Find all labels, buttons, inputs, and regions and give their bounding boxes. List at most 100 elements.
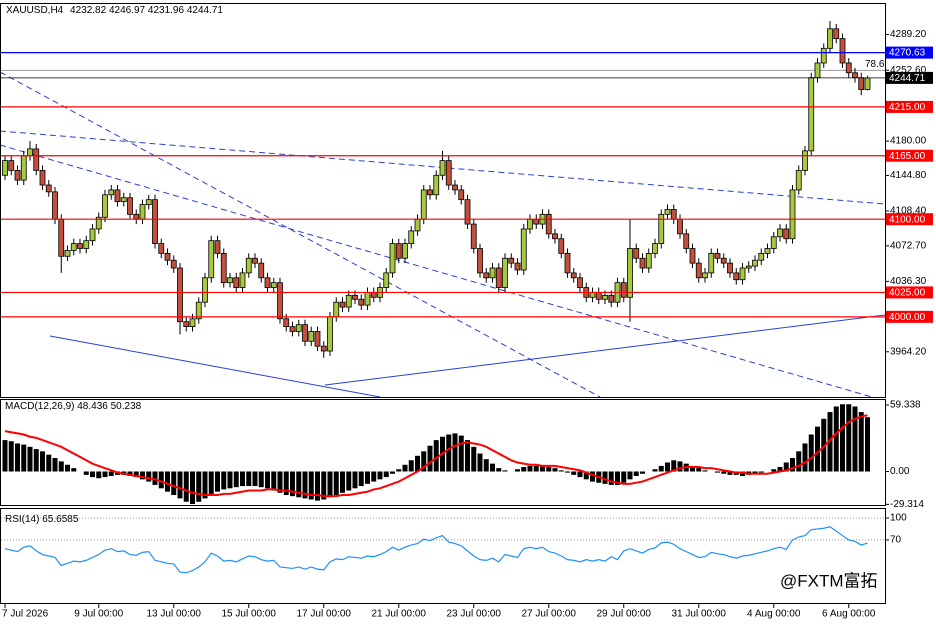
macd-bar bbox=[802, 443, 808, 472]
macd-bar bbox=[627, 471, 633, 480]
candle-body bbox=[777, 228, 783, 238]
macd-bar bbox=[415, 455, 420, 472]
candle-body bbox=[239, 272, 246, 288]
candle-body bbox=[508, 257, 515, 264]
candle-body bbox=[20, 155, 27, 181]
candle-body bbox=[227, 277, 233, 284]
candle-body bbox=[602, 294, 608, 300]
y-tick-label: 4180.00 bbox=[890, 136, 927, 147]
y-tick-label: 4289.20 bbox=[890, 29, 927, 40]
macd-header: MACD(12,26,9) 48.436 50.238 bbox=[5, 401, 142, 412]
macd-bar bbox=[558, 470, 564, 472]
candle-body bbox=[145, 199, 152, 205]
candle-body bbox=[495, 267, 502, 288]
signal-line bbox=[4, 414, 868, 498]
candle-body bbox=[808, 77, 815, 152]
signal-value: 50.238 bbox=[111, 401, 142, 412]
candle-body bbox=[477, 248, 483, 274]
macd-bar bbox=[221, 471, 227, 490]
candle-body bbox=[270, 282, 277, 288]
candle-body bbox=[839, 38, 846, 64]
macd-bar bbox=[58, 461, 64, 472]
candle-body bbox=[302, 324, 308, 342]
level-label: 4165.00 bbox=[889, 151, 926, 162]
macd-bar bbox=[690, 465, 695, 472]
macd-bar bbox=[502, 470, 508, 472]
y-tick-label: 59.338 bbox=[890, 400, 921, 411]
candle-body bbox=[402, 243, 408, 259]
macd-bar bbox=[465, 440, 470, 472]
candle-body bbox=[689, 248, 696, 264]
macd-bar bbox=[458, 435, 464, 472]
macd-bar bbox=[8, 441, 14, 472]
level-label-box bbox=[886, 46, 933, 59]
macd-bar bbox=[515, 469, 520, 472]
candle-body bbox=[714, 252, 721, 259]
candle-body bbox=[120, 197, 127, 203]
macd-bar bbox=[427, 445, 433, 472]
y-tick-label: 0.00 bbox=[890, 466, 910, 477]
macd-bar bbox=[2, 440, 8, 472]
macd-bar bbox=[446, 434, 452, 472]
candle-body bbox=[383, 272, 390, 288]
x-tick-label: 21 Jul 00:00 bbox=[372, 609, 427, 620]
macd-bar bbox=[208, 471, 214, 494]
rsi-title: RSI(14) bbox=[5, 514, 39, 525]
macd-bar bbox=[108, 471, 114, 476]
macd-bar bbox=[277, 471, 283, 493]
level-label-box bbox=[886, 149, 933, 162]
candle-body bbox=[395, 243, 402, 259]
candle-body bbox=[320, 345, 327, 352]
candle-body bbox=[27, 148, 33, 157]
rsi-panel-frame bbox=[0, 508, 886, 604]
macd-bar bbox=[27, 446, 33, 472]
x-tick-label: 23 Jul 00:00 bbox=[447, 609, 502, 620]
x-tick-label: 17 Jul 00:00 bbox=[297, 609, 352, 620]
macd-bar bbox=[408, 460, 414, 472]
rsi-header: RSI(14) 65.6585 bbox=[5, 514, 79, 525]
candle-body bbox=[589, 292, 596, 298]
candle-body bbox=[695, 262, 702, 279]
macd-bar bbox=[308, 471, 314, 500]
macd-bar bbox=[546, 467, 552, 472]
candle-body bbox=[708, 252, 715, 274]
macd-bar bbox=[640, 471, 645, 474]
trend-line bbox=[324, 314, 885, 386]
candle-body bbox=[158, 243, 165, 254]
macd-bar bbox=[608, 471, 614, 485]
candle-body bbox=[2, 160, 8, 176]
macd-bar bbox=[233, 471, 239, 488]
candle-body bbox=[458, 189, 465, 201]
macd-bar bbox=[196, 471, 202, 502]
macd-bar bbox=[346, 471, 352, 491]
macd-bar bbox=[302, 471, 308, 499]
macd-bar bbox=[96, 471, 102, 479]
candle-body bbox=[258, 262, 265, 279]
macd-bar bbox=[727, 471, 733, 475]
candle-body bbox=[520, 228, 527, 271]
candle-body bbox=[652, 243, 658, 254]
rsi-line bbox=[4, 526, 868, 574]
x-tick-label: 27 Jul 00:00 bbox=[522, 609, 577, 620]
macd-bar bbox=[333, 471, 339, 496]
macd-bar bbox=[471, 446, 477, 472]
macd-bar bbox=[40, 451, 45, 472]
macd-bar bbox=[321, 471, 327, 500]
macd-bar bbox=[583, 471, 589, 480]
macd-bar bbox=[477, 453, 483, 472]
candle-body bbox=[733, 272, 740, 281]
macd-bar bbox=[402, 464, 408, 472]
candle-body bbox=[164, 252, 171, 261]
candle-body bbox=[208, 240, 215, 279]
level-label: 4215.00 bbox=[889, 102, 926, 113]
candle-body bbox=[620, 282, 627, 298]
macd-bar bbox=[21, 444, 27, 472]
price-label: 4244.71 bbox=[889, 73, 926, 84]
macd-bar bbox=[215, 471, 220, 492]
candle-body bbox=[389, 243, 396, 274]
macd-bar bbox=[696, 468, 702, 472]
candle-body bbox=[677, 218, 683, 235]
candle-body bbox=[345, 294, 352, 308]
candle-body bbox=[527, 218, 533, 230]
candle-body bbox=[277, 282, 283, 320]
